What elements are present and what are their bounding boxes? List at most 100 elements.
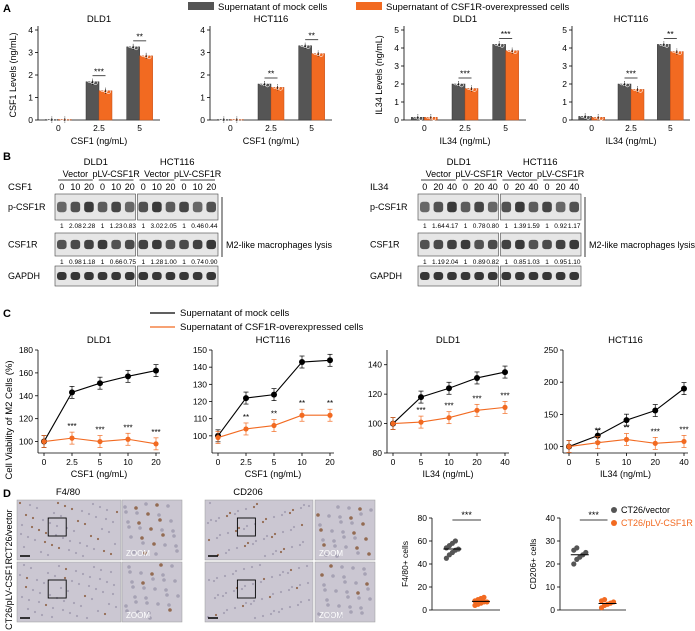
legend-label: CT26/pLV-CSF1R bbox=[621, 518, 693, 528]
cell-nucleus bbox=[234, 529, 238, 533]
protein-band bbox=[138, 201, 149, 213]
cell-nucleus bbox=[242, 567, 246, 571]
cell-nucleus bbox=[61, 536, 65, 540]
cell-nucleus bbox=[290, 585, 294, 589]
band-label: CSF1R bbox=[8, 240, 38, 250]
protein-band bbox=[447, 239, 457, 250]
y-tick-label: 150 bbox=[544, 409, 558, 419]
x-tick-label: 20 bbox=[651, 457, 661, 467]
scatter-point-vector bbox=[583, 549, 589, 556]
sig-stars: ** bbox=[243, 413, 249, 422]
cell-nucleus bbox=[258, 563, 262, 567]
data-point-mock bbox=[299, 359, 305, 366]
bar-over bbox=[670, 51, 684, 121]
protein-band bbox=[420, 201, 430, 213]
y-tick-label: 80 bbox=[373, 448, 383, 458]
cell-nucleus bbox=[72, 601, 76, 605]
cell-nucleus bbox=[279, 550, 283, 554]
cell-nucleus bbox=[107, 530, 111, 534]
cell-nucleus bbox=[302, 503, 306, 507]
quant-value: 0.46 bbox=[191, 223, 204, 230]
data-point-mock bbox=[271, 391, 277, 398]
x-tick-label: 0 bbox=[216, 457, 221, 467]
protein-band bbox=[528, 272, 539, 280]
blot-frame bbox=[137, 232, 219, 257]
cell-nucleus bbox=[39, 550, 43, 554]
y-tick-label: 100 bbox=[544, 442, 558, 452]
cell-nucleus bbox=[169, 519, 173, 523]
dose-label: 0 bbox=[463, 182, 468, 192]
cell-nucleus bbox=[70, 579, 74, 583]
cell-nucleus bbox=[325, 598, 329, 602]
cell-nucleus bbox=[35, 506, 39, 510]
cell-nucleus bbox=[339, 520, 343, 524]
dose-label: 20 bbox=[433, 182, 443, 192]
cell-nucleus bbox=[214, 613, 218, 617]
cell-nucleus bbox=[322, 583, 326, 587]
quant-value: 1.18 bbox=[83, 259, 96, 266]
replicate-dot bbox=[425, 114, 431, 119]
replicate-dot bbox=[661, 42, 667, 47]
sig-stars: ** bbox=[595, 427, 601, 436]
quant-value: 1.03 bbox=[527, 259, 540, 266]
cell-nucleus bbox=[27, 598, 31, 602]
cell-nucleus bbox=[288, 605, 292, 609]
cell-nucleus bbox=[329, 564, 333, 568]
cell-nucleus bbox=[159, 563, 163, 567]
replicate-dot bbox=[619, 80, 624, 86]
cell-nucleus bbox=[207, 578, 211, 582]
cell-nucleus bbox=[272, 515, 276, 519]
quant-value: 1 bbox=[101, 259, 105, 266]
cell-nucleus bbox=[212, 579, 216, 583]
protein-band bbox=[460, 272, 471, 280]
cell-nucleus bbox=[298, 583, 302, 587]
cell-nucleus bbox=[63, 576, 67, 580]
cell-nucleus bbox=[215, 576, 219, 580]
lysis-label: M2-like macrophages lysis bbox=[226, 240, 333, 250]
cell-nucleus bbox=[103, 612, 107, 616]
protein-band bbox=[165, 239, 176, 250]
cell-nucleus bbox=[35, 578, 39, 582]
cell-nucleus bbox=[292, 525, 296, 529]
protein-band bbox=[501, 201, 512, 213]
cell-nucleus bbox=[92, 565, 96, 569]
y-tick-label: 3 bbox=[28, 48, 33, 58]
data-point-mock bbox=[418, 394, 424, 401]
cell-nucleus bbox=[235, 546, 239, 550]
cell-nucleus bbox=[59, 586, 63, 590]
cell-nucleus bbox=[18, 573, 22, 577]
sig-stars: *** bbox=[444, 402, 453, 411]
cell-line-label: HCT116 bbox=[523, 157, 558, 168]
cell-nucleus bbox=[356, 551, 360, 555]
cell-nucleus bbox=[320, 573, 324, 577]
x-axis-label: IL34 (ng/mL) bbox=[605, 136, 656, 146]
cell-nucleus bbox=[369, 508, 373, 512]
cell-nucleus bbox=[270, 535, 274, 539]
protein-band bbox=[111, 201, 121, 213]
cell-nucleus bbox=[223, 574, 227, 578]
cell-nucleus bbox=[259, 580, 263, 584]
quant-value: 1 bbox=[101, 223, 105, 230]
quant-value: 1 bbox=[60, 259, 64, 266]
protein-band bbox=[84, 201, 94, 213]
sig-stars: *** bbox=[472, 394, 481, 403]
x-tick-label: 0 bbox=[42, 457, 47, 467]
replicate-dot bbox=[428, 115, 434, 120]
cell-nucleus bbox=[245, 524, 249, 528]
sig-stars: ** bbox=[136, 31, 143, 41]
replicate-dot bbox=[431, 116, 437, 121]
blot-frame bbox=[417, 193, 499, 221]
quant-value: 2.05 bbox=[164, 223, 177, 230]
cell-nucleus bbox=[134, 506, 138, 510]
data-point-over bbox=[125, 436, 131, 442]
cell-nucleus bbox=[349, 610, 353, 614]
replicate-dot bbox=[509, 48, 515, 53]
cell-nucleus bbox=[156, 602, 160, 606]
blot-frame bbox=[54, 265, 136, 287]
dose-label: 40 bbox=[488, 182, 498, 192]
dose-label: 0 bbox=[422, 182, 427, 192]
cell-nucleus bbox=[261, 614, 265, 618]
dose-label: 0 bbox=[141, 182, 146, 192]
ihc-image bbox=[16, 561, 122, 623]
